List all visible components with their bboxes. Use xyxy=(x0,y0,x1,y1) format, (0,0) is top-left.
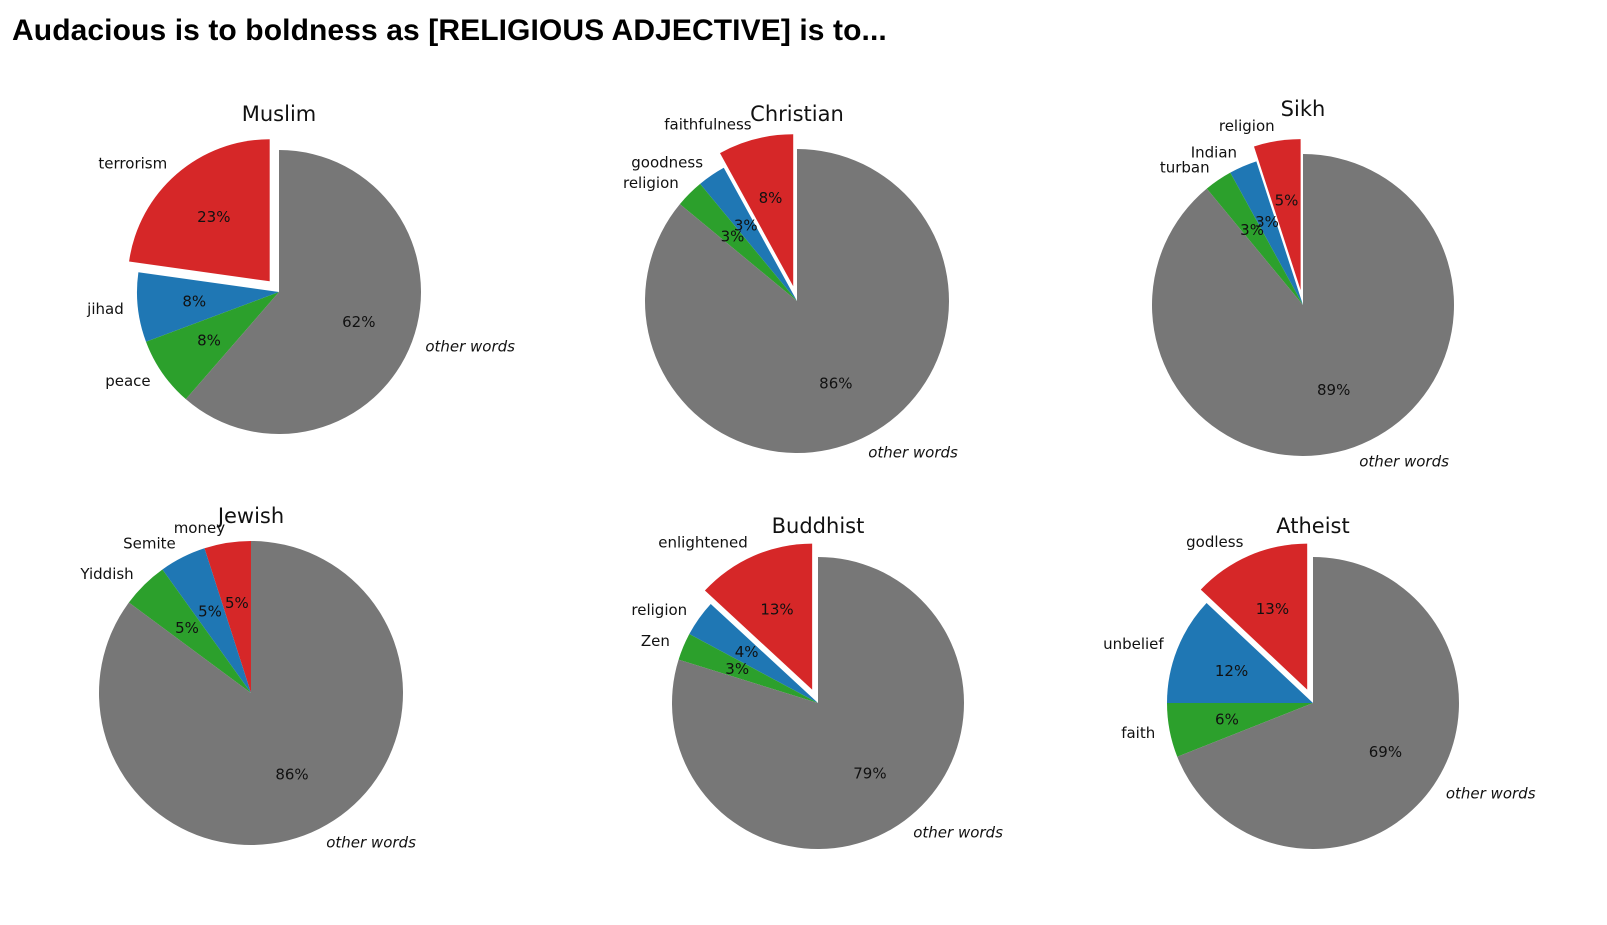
pie-slice-buddhist-zen xyxy=(678,634,818,703)
slice-label-muslim-terrorism: terrorism xyxy=(98,154,167,172)
pie-slice-jewish-money xyxy=(204,541,251,693)
pct-label-sikh-turban: 3% xyxy=(1240,221,1264,239)
pie-slice-atheist-other-words xyxy=(1177,557,1460,850)
pie-slice-muslim-other-words xyxy=(185,150,422,434)
slice-label-jewish-money: money xyxy=(174,519,226,537)
labels-sikh: 5% religion 3% Indian 3% turban 89% other words xyxy=(1160,117,1449,470)
slice-label-christian-other-words: other words xyxy=(868,443,958,461)
chart-title-atheist: Atheist xyxy=(1276,514,1349,538)
slice-label-christian-religion: religion xyxy=(623,174,679,192)
page-title: Audacious is to boldness as [RELIGIOUS A… xyxy=(12,14,887,47)
pct-label-jewish-money: 5% xyxy=(225,594,249,612)
labels-atheist: 13% godless 12% unbelief 6% faith 69% other wor… xyxy=(1103,533,1536,802)
pie-slice-atheist-faith xyxy=(1167,703,1313,757)
pie-slice-buddhist-enlightened xyxy=(704,543,813,690)
pie-chart-jewish: 5% money 5% Semite 5% Yiddish 86% other words Je… xyxy=(79,504,416,851)
slice-label-atheist-godless: godless xyxy=(1186,533,1243,551)
pie-slice-buddhist-other-words xyxy=(672,557,965,849)
slice-label-sikh-other-words: other words xyxy=(1359,452,1449,470)
pie-slice-atheist-godless xyxy=(1200,543,1308,690)
slice-label-jewish-yiddish: Yiddish xyxy=(79,565,133,583)
labels-muslim: 23% terrorism 8% jihad 8% peace 62% other words xyxy=(86,154,515,390)
pie-chart-christian: 8% faithfulness 3% goodness 3% religion 86% oth… xyxy=(623,102,958,461)
chart-title-sikh: Sikh xyxy=(1281,97,1326,121)
pct-label-atheist-unbelief: 12% xyxy=(1215,662,1248,680)
pie-slice-jewish-other-words xyxy=(99,540,404,845)
chart-title-jewish: Jewish xyxy=(216,504,284,528)
pct-label-buddhist-religion: 4% xyxy=(735,643,759,661)
pie-chart-atheist: 13% godless 12% unbelief 6% faith 69% other wor… xyxy=(1103,514,1536,850)
pct-label-christian-other-words: 86% xyxy=(819,375,852,393)
slice-label-buddhist-religion: religion xyxy=(631,601,687,619)
pie-slice-atheist-unbelief xyxy=(1167,603,1313,703)
pct-label-muslim-other-words: 62% xyxy=(342,313,375,331)
pct-label-buddhist-zen: 3% xyxy=(725,660,749,678)
slice-label-sikh-indian: Indian xyxy=(1191,144,1237,162)
pct-label-atheist-other-words: 69% xyxy=(1369,743,1402,761)
pie-slice-muslim-peace xyxy=(145,292,279,400)
slice-label-buddhist-other-words: other words xyxy=(913,823,1003,841)
slice-label-christian-faithfulness: faithfulness xyxy=(664,115,752,133)
pct-label-buddhist-other-words: 79% xyxy=(853,765,886,783)
pie-chart-buddhist: 13% enlightened 4% religion 3% Zen 79% other wo… xyxy=(631,514,1003,849)
slice-label-muslim-jihad: jihad xyxy=(86,300,124,318)
pie-slice-sikh-other-words xyxy=(1152,154,1454,457)
slice-label-jewish-semite: Semite xyxy=(123,535,176,553)
labels-buddhist: 13% enlightened 4% religion 3% Zen 79% other wo… xyxy=(631,533,1003,841)
pie-slice-jewish-yiddish xyxy=(128,569,251,693)
pie-slice-muslim-terrorism xyxy=(129,139,270,282)
pct-label-buddhist-enlightened: 13% xyxy=(760,600,793,618)
slice-label-sikh-turban: turban xyxy=(1160,159,1210,177)
pie-slice-sikh-religion xyxy=(1253,139,1301,291)
pct-label-atheist-faith: 6% xyxy=(1215,710,1239,728)
pct-label-christian-religion: 3% xyxy=(721,228,745,246)
labels-jewish: 5% money 5% Semite 5% Yiddish 86% other words xyxy=(79,519,416,852)
slice-label-jewish-other-words: other words xyxy=(326,833,416,851)
slice-label-atheist-unbelief: unbelief xyxy=(1103,635,1164,653)
pct-label-sikh-other-words: 89% xyxy=(1317,381,1350,399)
pct-label-jewish-other-words: 86% xyxy=(275,765,308,783)
slice-label-sikh-religion: religion xyxy=(1219,117,1275,135)
pie-slice-jewish-semite xyxy=(162,548,251,693)
labels-christian: 8% faithfulness 3% goodness 3% religion 86% oth… xyxy=(623,115,958,461)
pct-label-atheist-godless: 13% xyxy=(1256,600,1289,618)
slice-label-christian-goodness: goodness xyxy=(631,154,703,172)
pie-chart-muslim: 23% terrorism 8% jihad 8% peace 62% other words… xyxy=(86,102,515,434)
pct-label-christian-goodness: 3% xyxy=(734,217,758,235)
pie-chart-sikh: 5% religion 3% Indian 3% turban 89% other words… xyxy=(1152,97,1454,470)
chart-title-buddhist: Buddhist xyxy=(772,514,865,538)
pct-label-jewish-semite: 5% xyxy=(198,603,222,621)
slice-label-muslim-other-words: other words xyxy=(425,338,515,356)
pie-slice-christian-other-words xyxy=(645,149,949,454)
slice-label-atheist-faith: faith xyxy=(1121,724,1155,742)
pie-slice-christian-goodness xyxy=(700,167,797,301)
chart-title-christian: Christian xyxy=(750,102,844,126)
slice-label-buddhist-zen: Zen xyxy=(641,632,670,650)
pct-label-sikh-indian: 3% xyxy=(1255,213,1279,231)
pct-label-muslim-peace: 8% xyxy=(197,332,221,350)
slice-label-atheist-other-words: other words xyxy=(1446,784,1536,802)
chart-title-muslim: Muslim xyxy=(242,102,317,126)
pie-slice-sikh-turban xyxy=(1206,172,1303,305)
pie-slice-christian-religion xyxy=(679,183,797,301)
pct-label-sikh-religion: 5% xyxy=(1275,192,1299,210)
pct-label-muslim-terrorism: 23% xyxy=(197,208,230,226)
pct-label-christian-faithfulness: 8% xyxy=(759,189,783,207)
pie-slice-christian-faithfulness xyxy=(719,134,794,287)
slice-label-muslim-peace: peace xyxy=(105,372,150,390)
pct-label-muslim-jihad: 8% xyxy=(182,292,206,310)
pie-slice-buddhist-religion xyxy=(689,603,818,703)
pie-slice-sikh-indian xyxy=(1230,161,1303,305)
pie-slice-muslim-jihad xyxy=(136,272,279,342)
slice-label-buddhist-enlightened: enlightened xyxy=(658,533,747,551)
pct-label-jewish-yiddish: 5% xyxy=(175,619,199,637)
